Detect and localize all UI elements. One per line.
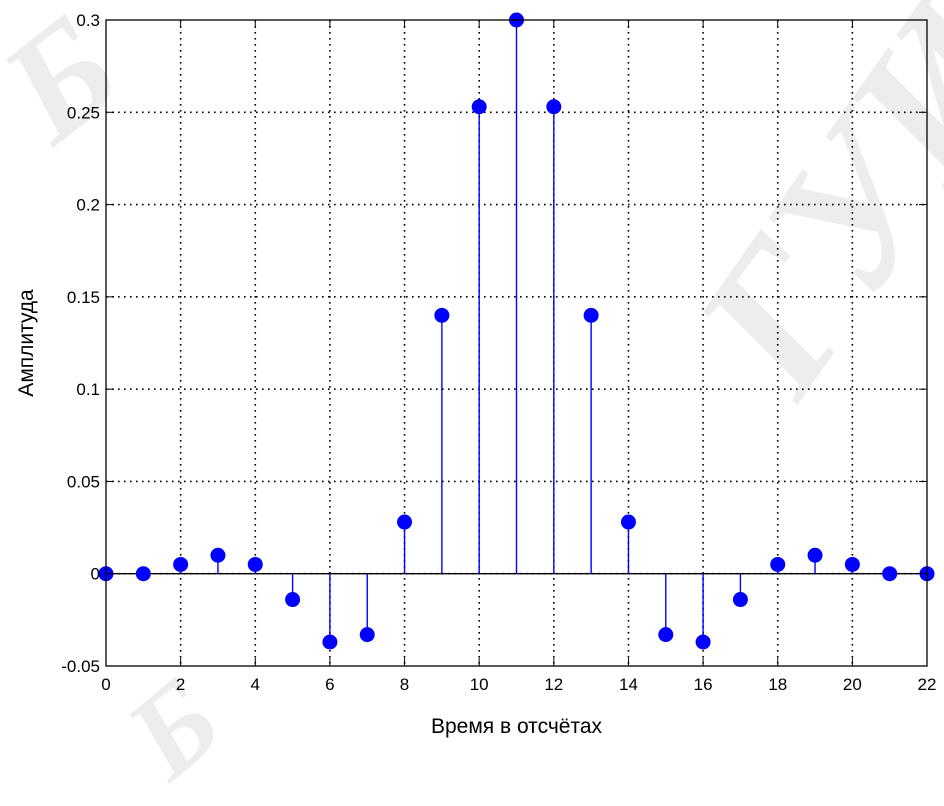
y-tick-label: 0.3 <box>76 11 100 30</box>
x-tick-labels: 0 2 4 6 8 10 12 14 16 18 20 22 <box>101 675 936 694</box>
stem-marker <box>658 627 674 643</box>
stem-marker <box>471 99 487 115</box>
x-tick-label: 14 <box>619 675 638 694</box>
stem-chart: 0 2 4 6 8 10 12 14 16 18 20 22 -0.0500.050.10.150.2… <box>15 11 936 738</box>
y-tick-label: 0 <box>91 565 100 584</box>
x-tick-label: 10 <box>470 675 489 694</box>
stem-marker <box>285 592 301 608</box>
stem-marker <box>770 556 786 572</box>
x-tick-label: 22 <box>918 675 937 694</box>
x-tick-label: 18 <box>768 675 787 694</box>
y-tick-labels: -0.05 0 0.05 0.1 0.15 0.2 0.25 0.3 <box>61 11 100 676</box>
x-tick-label: 16 <box>694 675 713 694</box>
y-tick-label: 0.1 <box>76 380 100 399</box>
stem-marker <box>210 547 226 563</box>
y-tick-label: 0.05 <box>67 472 100 491</box>
y-tick-label: -0.05 <box>61 657 100 676</box>
stem-marker <box>620 514 636 530</box>
x-tick-label: 4 <box>251 675 260 694</box>
stem-marker <box>247 556 263 572</box>
x-axis-label: Время в отсчётах <box>431 715 603 738</box>
stem-marker <box>173 556 189 572</box>
stem-marker <box>434 307 450 323</box>
stems <box>179 20 854 643</box>
ticks <box>105 19 928 667</box>
stem-marker <box>546 99 562 115</box>
y-tick-label: 0.15 <box>67 288 100 307</box>
y-axis-label: Амплитуда <box>15 289 38 397</box>
stem-marker <box>732 592 748 608</box>
stem-marker <box>359 627 375 643</box>
x-tick-label: 8 <box>400 675 409 694</box>
stem-marker <box>844 556 860 572</box>
stem-marker <box>135 566 151 582</box>
y-tick-label: 0.2 <box>76 196 100 215</box>
stem-marker <box>322 634 338 650</box>
y-tick-label: 0.25 <box>67 103 100 122</box>
x-tick-label: 12 <box>544 675 563 694</box>
x-tick-label: 20 <box>843 675 862 694</box>
x-tick-label: 6 <box>325 675 334 694</box>
stem-marker <box>397 514 413 530</box>
stem-marker <box>695 634 711 650</box>
plot-frame <box>105 19 928 667</box>
x-tick-label: 2 <box>176 675 185 694</box>
stem-marker <box>583 307 599 323</box>
stem-marker <box>882 566 898 582</box>
markers <box>98 12 935 650</box>
x-tick-label: 0 <box>101 675 110 694</box>
stem-marker <box>807 547 823 563</box>
